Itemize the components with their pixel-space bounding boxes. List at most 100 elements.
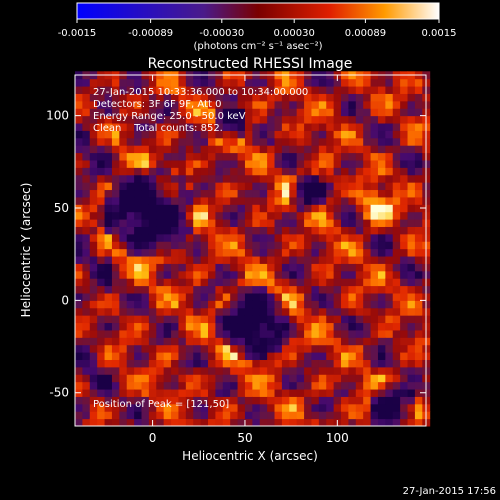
heatmap-cell (333, 411, 342, 420)
heatmap-cell (185, 137, 194, 146)
heatmap-cell (97, 403, 106, 412)
heatmap-cell (148, 366, 157, 375)
heatmap-cell (385, 130, 394, 139)
heatmap-cell (222, 396, 231, 405)
heatmap-cell (281, 270, 290, 279)
heatmap-cell (178, 418, 187, 427)
heatmap-cell (385, 233, 394, 242)
heatmap-cell (296, 115, 305, 124)
heatmap-cell (208, 123, 216, 131)
heatmap-cell (200, 86, 209, 94)
heatmap-cell (407, 137, 416, 146)
heatmap-cell (185, 130, 194, 139)
heatmap-cell (296, 374, 305, 383)
heatmap-cell (126, 196, 135, 205)
heatmap-cell (407, 86, 416, 94)
heatmap-cell (89, 108, 98, 117)
heatmap-cell (193, 219, 202, 227)
heatmap-cell (289, 396, 298, 405)
heatmap-cell (377, 389, 386, 397)
heatmap-cell (134, 352, 143, 360)
heatmap-cell (392, 108, 401, 117)
heatmap-cell (318, 78, 327, 87)
heatmap-cell (304, 189, 312, 198)
heatmap-cell (82, 211, 91, 220)
colorbar-tick-label: -0.0015 (58, 28, 97, 39)
heatmap-cell (126, 219, 135, 227)
heatmap-cell (267, 300, 276, 309)
heatmap-cell (392, 204, 401, 213)
heatmap-cell (215, 145, 224, 154)
heatmap-cell (215, 396, 224, 405)
heatmap-cell (267, 211, 276, 220)
heatmap-cell (289, 78, 298, 87)
heatmap-cell (244, 329, 253, 338)
heatmap-cell (237, 204, 246, 213)
heatmap-cell (296, 329, 305, 338)
heatmap-cell (215, 130, 224, 139)
heatmap-cell (355, 374, 364, 383)
heatmap-cell (134, 100, 143, 109)
heatmap-cell (141, 315, 150, 324)
heatmap-cell (348, 381, 357, 390)
heatmap-cell (208, 256, 216, 264)
heatmap-cell (237, 108, 246, 117)
heatmap-cell (222, 167, 231, 176)
heatmap-cell (156, 263, 165, 272)
heatmap-cell (311, 285, 320, 294)
heatmap-cell (348, 337, 357, 346)
heatmap-cell (89, 329, 98, 338)
heatmap-cell (259, 248, 268, 257)
heatmap-cell (200, 145, 209, 154)
heatmap-cell (237, 219, 246, 227)
heatmap-cell (208, 152, 216, 161)
heatmap-cell (215, 256, 224, 264)
heatmap-cell (244, 152, 253, 161)
heatmap-pixels (75, 71, 431, 427)
heatmap-cell (326, 93, 335, 102)
heatmap-cell (104, 418, 113, 427)
heatmap-cell (200, 396, 209, 405)
heatmap-cell (414, 189, 423, 198)
heatmap-cell (97, 100, 106, 109)
heatmap-cell (134, 226, 143, 235)
heatmap-cell (134, 86, 143, 94)
heatmap-cell (318, 418, 327, 427)
heatmap-cell (104, 307, 113, 316)
heatmap-cell (326, 130, 335, 139)
heatmap-cell (193, 167, 202, 176)
heatmap-cell (97, 152, 106, 161)
heatmap-cell (104, 270, 113, 279)
heatmap-cell (200, 219, 209, 227)
heatmap-cell (341, 182, 349, 191)
heatmap-cell (82, 374, 91, 383)
heatmap-cell (341, 241, 349, 250)
heatmap-cell (333, 159, 342, 168)
heatmap-cell (341, 307, 349, 316)
heatmap-cell (289, 374, 298, 383)
heatmap-cell (311, 329, 320, 338)
heatmap-cell (171, 241, 179, 250)
heatmap-cell (244, 256, 253, 264)
heatmap-cell (119, 159, 128, 168)
heatmap-cell (333, 130, 342, 139)
heatmap-cell (193, 137, 202, 146)
heatmap-cell (244, 344, 253, 353)
heatmap-cell (304, 93, 312, 102)
heatmap-cell (215, 300, 224, 309)
heatmap-cell (274, 167, 283, 176)
heatmap-cell (304, 411, 312, 420)
heatmap-cell (296, 78, 305, 87)
heatmap-cell (400, 123, 409, 131)
heatmap-cell (208, 389, 216, 397)
heatmap-cell (237, 256, 246, 264)
heatmap-cell (111, 322, 120, 331)
heatmap-cell (82, 123, 91, 131)
heatmap-cell (178, 152, 187, 161)
heatmap-cell (392, 389, 401, 397)
heatmap-cell (370, 211, 379, 220)
heatmap-cell (311, 366, 320, 375)
heatmap-cell (148, 93, 157, 102)
heatmap-cell (252, 204, 261, 213)
heatmap-cell (119, 182, 128, 191)
